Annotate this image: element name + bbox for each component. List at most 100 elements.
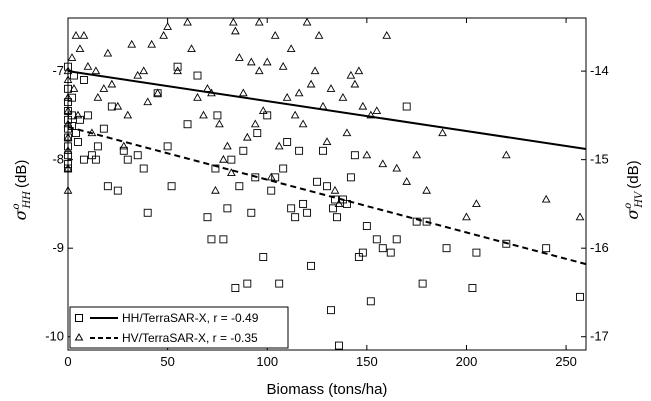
hv-point xyxy=(207,88,216,97)
hv-point xyxy=(334,199,344,207)
hv-point xyxy=(258,106,268,115)
hv-point xyxy=(358,101,368,110)
hv-point xyxy=(298,119,308,128)
x-tick-label: 100 xyxy=(256,354,278,369)
hv-point xyxy=(234,53,244,61)
hh-point xyxy=(239,146,248,155)
hv-point xyxy=(93,92,103,101)
hh-point xyxy=(79,155,88,164)
hv-point xyxy=(203,84,212,92)
hh-point xyxy=(346,173,355,182)
hv-point xyxy=(346,70,356,79)
hh-point xyxy=(235,182,244,191)
hv-point xyxy=(412,150,422,159)
hv-point xyxy=(99,84,109,92)
hv-point xyxy=(153,88,163,97)
hv-point xyxy=(472,199,481,207)
right-y-tick-label: -15 xyxy=(590,152,609,167)
hv-point xyxy=(63,132,73,141)
hh-point xyxy=(366,297,375,306)
hv-point xyxy=(270,30,280,39)
hh-point xyxy=(502,239,511,248)
hv-point xyxy=(67,53,77,61)
hv-point xyxy=(187,44,196,53)
hv-point xyxy=(63,92,73,101)
hv-point xyxy=(354,66,364,75)
hv-point xyxy=(575,212,585,221)
hh-point xyxy=(287,204,296,213)
hv-point xyxy=(147,39,157,48)
hv-point xyxy=(362,150,372,159)
hh-point xyxy=(64,151,72,160)
hh-point xyxy=(263,111,272,120)
hh-point xyxy=(295,146,304,155)
hh-point xyxy=(74,137,82,146)
hh-point xyxy=(303,208,312,217)
hv-point xyxy=(342,128,352,137)
left-y-tick-label: -8 xyxy=(52,152,64,167)
hv-point xyxy=(63,66,73,75)
hh-point xyxy=(329,204,337,213)
hh-point xyxy=(576,292,584,301)
fit-lines xyxy=(67,70,587,266)
hv-point xyxy=(338,92,348,101)
hh-point xyxy=(313,177,321,186)
hh-point xyxy=(372,235,381,244)
hh-point xyxy=(87,151,96,160)
hh-point xyxy=(163,142,172,151)
hv-point xyxy=(133,70,143,79)
hv-point xyxy=(107,79,117,88)
right-y-unit: (dB) xyxy=(625,160,642,188)
hh-point xyxy=(327,306,335,315)
hh-point xyxy=(139,164,148,173)
hv-point xyxy=(282,92,292,101)
plot-frame xyxy=(67,17,587,351)
hh-point xyxy=(64,98,72,107)
hh-point xyxy=(167,182,176,191)
hh-point xyxy=(143,208,152,217)
hv-point xyxy=(173,66,182,75)
hh-point xyxy=(335,341,343,350)
hv-point xyxy=(83,61,93,70)
hh-point xyxy=(350,151,359,160)
hv-point xyxy=(73,110,83,119)
hh-point xyxy=(79,76,88,84)
left-y-unit: (dB) xyxy=(13,160,30,188)
hh-point xyxy=(83,111,92,120)
hv-point xyxy=(274,141,284,150)
hv-point xyxy=(75,44,85,53)
right-y-axis-title: σoHV (dB) xyxy=(623,160,645,219)
hv-point xyxy=(63,146,73,154)
hh-point xyxy=(64,160,72,169)
hv-point xyxy=(199,110,208,119)
fit-line-hh xyxy=(67,70,587,151)
hv-point xyxy=(143,97,153,106)
hv-point xyxy=(219,154,228,163)
hv-point xyxy=(250,119,260,128)
hv-point xyxy=(322,137,332,145)
hv-point xyxy=(402,177,412,185)
hv-point xyxy=(63,106,73,115)
hh-point xyxy=(183,120,192,129)
hh-point xyxy=(319,146,327,155)
right-y-tick-label: -14 xyxy=(590,63,609,78)
hv-point xyxy=(242,132,252,141)
hh-point xyxy=(402,102,411,111)
hh-point xyxy=(338,195,347,204)
hv-point xyxy=(238,88,248,97)
hv-point xyxy=(286,44,296,53)
hh-point xyxy=(68,122,76,130)
left-y-tick-label: -9 xyxy=(52,240,64,255)
legend-label-hh: HH/TerraSAR-X, r = -0.49 xyxy=(122,311,259,325)
hv-point xyxy=(372,106,382,115)
hv-point xyxy=(290,110,300,119)
hv-point xyxy=(266,172,276,181)
hv-point xyxy=(254,66,264,75)
hv-point xyxy=(438,128,447,137)
hh-point xyxy=(64,62,72,71)
x-tick-label: 50 xyxy=(160,354,174,369)
hh-point xyxy=(422,217,431,226)
hv-point xyxy=(382,30,392,39)
hv-point xyxy=(246,57,256,66)
right-y-symbol: σ xyxy=(623,208,642,220)
